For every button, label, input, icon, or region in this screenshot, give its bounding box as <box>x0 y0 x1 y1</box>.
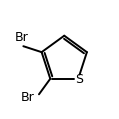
Text: S: S <box>75 73 83 86</box>
Text: Br: Br <box>21 91 35 104</box>
Text: Br: Br <box>14 31 28 44</box>
